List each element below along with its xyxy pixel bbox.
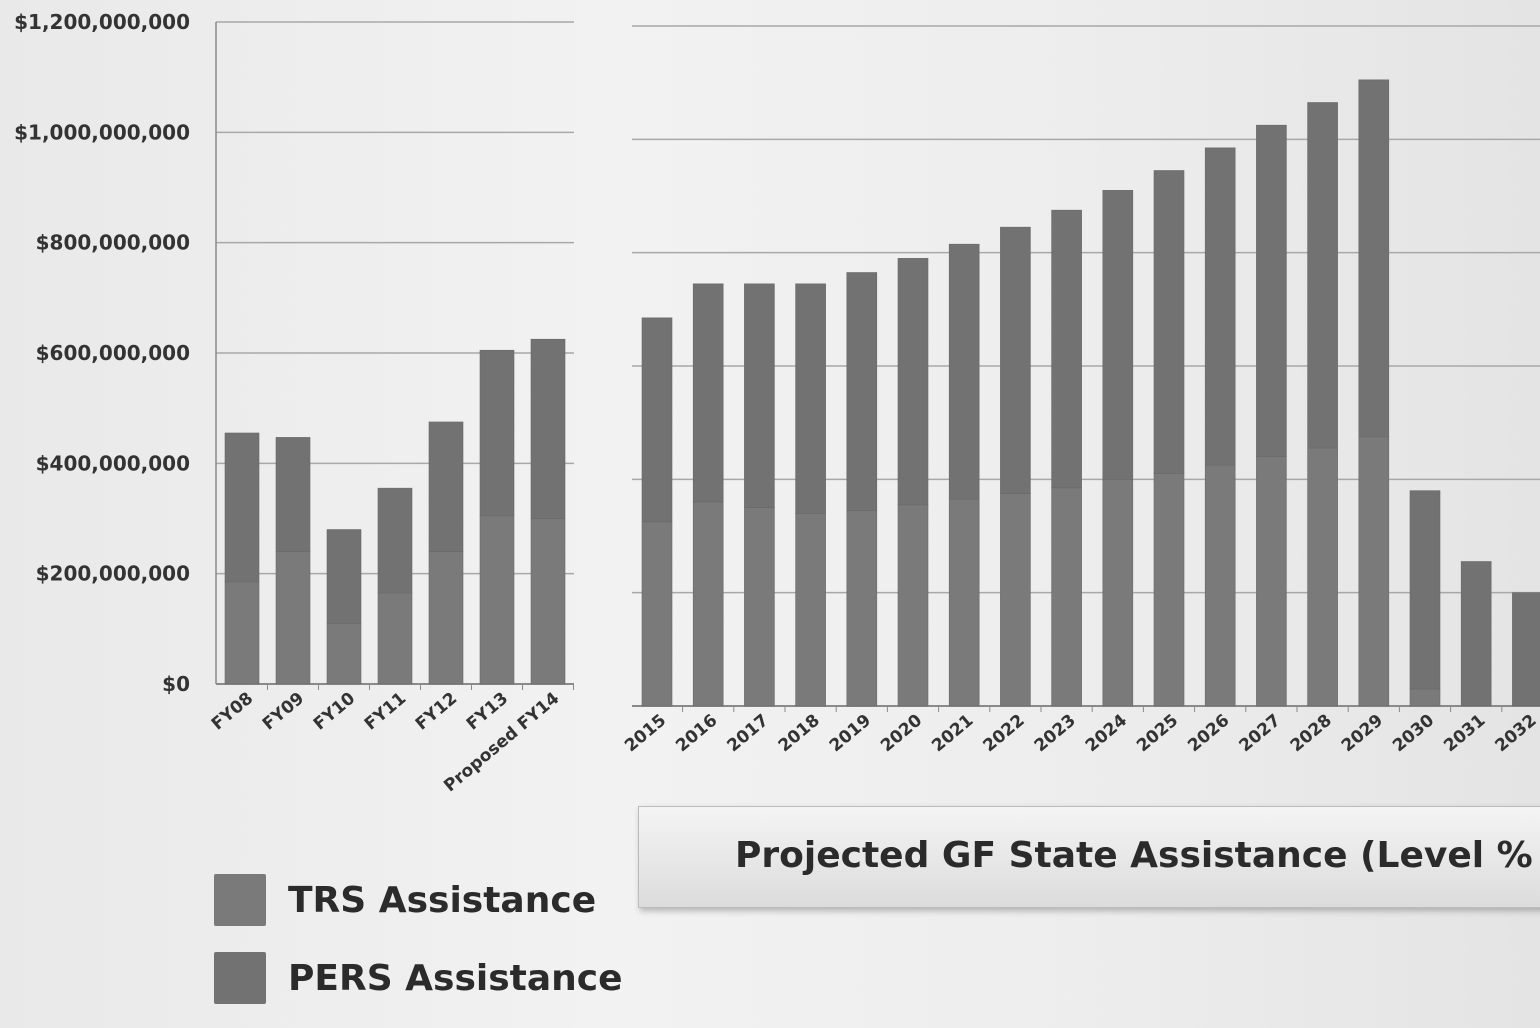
x-tick-label: 2018	[775, 711, 824, 757]
x-tick-label: 2031	[1440, 711, 1489, 757]
bar-segment-pers	[479, 349, 515, 517]
bar-segment-trs	[1153, 473, 1185, 707]
bar-segment-trs	[224, 581, 260, 685]
x-tick-label: 2019	[826, 711, 875, 757]
bar-segment-trs	[1102, 479, 1134, 707]
bar-segment-pers	[1153, 170, 1185, 474]
bar-segment-pers	[795, 283, 826, 514]
x-tick-label: FY11	[361, 689, 410, 735]
x-tick-label: 2028	[1287, 711, 1336, 757]
y-tick-label: $1,200,000,000	[14, 10, 190, 34]
x-tick-label: FY12	[412, 689, 461, 735]
bar-segment-trs	[428, 551, 464, 685]
bar-segment-trs	[1307, 447, 1338, 707]
legend-label-pers: PERS Assistance	[288, 957, 623, 999]
legend-item-pers: PERS Assistance	[214, 950, 623, 1006]
x-tick-label: 2030	[1389, 710, 1438, 756]
bar-segment-pers	[641, 317, 673, 523]
bar-segment-trs	[479, 515, 515, 685]
bar-segment-trs	[897, 504, 929, 707]
y-tick-label: $200,000,000	[36, 562, 190, 586]
bar-segment-pers	[530, 338, 566, 519]
x-tick-label: 2024	[1082, 710, 1131, 756]
legend-label-trs: TRS Assistance	[288, 879, 597, 921]
x-tick-label: 2032	[1492, 711, 1540, 757]
legend: TRS Assistance PERS Assistance	[214, 872, 623, 1028]
bar-segment-trs	[846, 510, 878, 707]
legend-swatch-trs	[214, 874, 266, 926]
x-tick-label: 2020	[877, 710, 926, 756]
bar-segment-pers	[1358, 79, 1390, 438]
historical-assistance-chart: $0 $200,000,000 $400,000,000 $600,000,000 $8…	[14, 10, 574, 796]
bar-segment-trs	[326, 623, 362, 685]
legend-item-trs: TRS Assistance	[214, 872, 623, 928]
chart-canvas: $0 $200,000,000 $400,000,000 $600,000,000 $8…	[14, 10, 1540, 796]
bar-segment-pers	[1409, 490, 1441, 690]
x-tick-label: FY10	[310, 688, 359, 734]
x-tick-label: 2027	[1236, 711, 1285, 757]
bar-segment-pers	[744, 283, 775, 508]
bar-segment-pers	[377, 487, 413, 594]
y-tick-label: $1,000,000,000	[14, 120, 190, 144]
bar-segment-trs	[1051, 487, 1082, 707]
bar-segment-pers	[1051, 209, 1082, 489]
bar-segment-pers	[326, 529, 362, 624]
bar-segment-trs	[377, 592, 413, 685]
y-tick-label: $400,000,000	[36, 451, 190, 475]
bar-segment-trs	[1358, 436, 1390, 707]
y-tick-label: $800,000,000	[36, 231, 190, 255]
projected-chart-title: Projected GF State Assistance (Level %	[735, 835, 1533, 876]
bar-segment-pers	[275, 437, 311, 552]
bar-segment-trs	[744, 507, 775, 707]
projected-assistance-chart: 2015 2016 2017 2018 2019 2020 2021 2022 2023 2024…	[621, 25, 1540, 757]
x-tick-label: FY09	[259, 689, 308, 735]
bar-segment-trs	[1204, 464, 1236, 707]
bar-segment-trs	[530, 518, 566, 685]
bar-segment-pers	[428, 421, 464, 552]
bar-segment-pers	[897, 258, 929, 506]
bar-segment-pers	[692, 283, 724, 503]
bar-segment-trs	[641, 521, 673, 707]
bar-segment-trs	[1000, 493, 1031, 707]
x-tick-label: 2017	[724, 711, 773, 757]
bar-segment-pers	[1204, 147, 1236, 466]
x-tick-label: 2025	[1133, 711, 1182, 757]
x-tick-label: 2015	[621, 711, 670, 757]
legend-swatch-pers	[214, 952, 266, 1004]
bar-segment-trs	[692, 501, 724, 707]
bar-segment-pers	[1460, 561, 1492, 707]
bar-segment-pers	[948, 243, 980, 500]
bar-segment-trs	[795, 513, 826, 707]
x-tick-label: 2026	[1184, 711, 1233, 757]
bar-segment-pers	[1307, 102, 1338, 449]
bar-segment-pers	[224, 432, 260, 583]
x-tick-label: 2021	[928, 711, 977, 757]
bar-segment-pers	[1102, 190, 1134, 480]
x-tick-label: 2022	[980, 711, 1029, 757]
x-tick-label: 2016	[672, 711, 721, 757]
bar-segment-pers	[1512, 592, 1540, 707]
bar-segment-trs	[948, 498, 980, 707]
x-tick-label: 2023	[1031, 711, 1080, 757]
y-tick-label: $600,000,000	[36, 341, 190, 365]
bar-segment-trs	[275, 551, 311, 685]
projected-chart-title-box: Projected GF State Assistance (Level %	[638, 806, 1540, 908]
bar-segment-trs	[1256, 456, 1287, 707]
bar-segment-pers	[846, 272, 878, 511]
bar-segment-trs	[1409, 688, 1441, 707]
x-tick-label: 2029	[1338, 711, 1387, 757]
bar-segment-pers	[1000, 226, 1031, 494]
x-tick-label: FY08	[208, 689, 257, 735]
y-tick-label: $0	[162, 672, 190, 696]
bar-segment-pers	[1256, 124, 1287, 457]
